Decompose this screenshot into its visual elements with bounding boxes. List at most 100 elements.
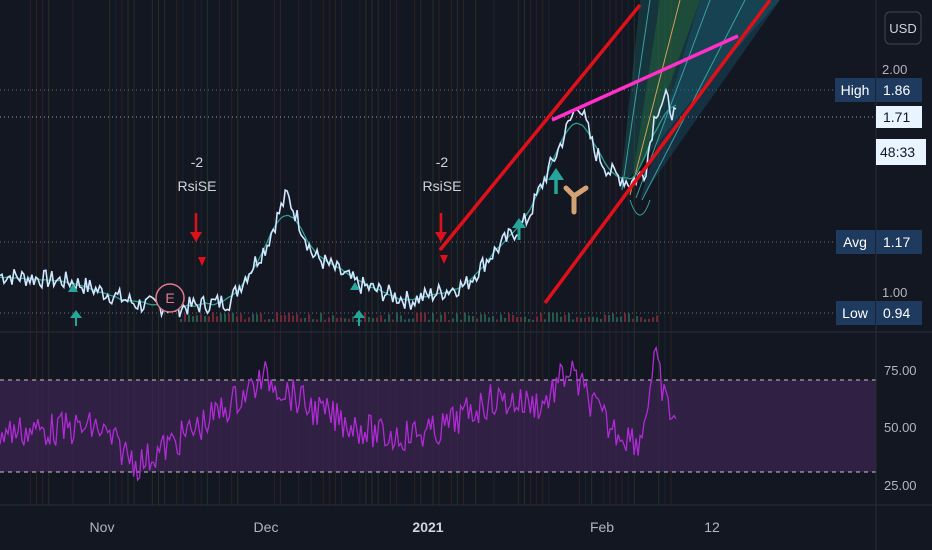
volume-bar xyxy=(600,319,602,322)
rsi-tick-75: 75.00 xyxy=(884,363,917,378)
volume-bar xyxy=(508,313,510,322)
volume-bar xyxy=(336,317,338,322)
volume-bar xyxy=(396,312,398,322)
volume-bar xyxy=(560,316,562,322)
avg-tag: Avg 1.17 xyxy=(836,230,922,254)
volume-bar xyxy=(228,313,230,322)
volume-bar xyxy=(340,317,342,322)
volume-bar xyxy=(616,317,618,322)
low-tag: Low 0.94 xyxy=(836,301,922,325)
high-tag-value: 1.86 xyxy=(883,82,910,98)
volume-bar xyxy=(656,315,658,322)
volume-bar xyxy=(552,312,554,322)
earnings-marker-label: E xyxy=(165,290,174,306)
volume-bar xyxy=(200,314,202,322)
volume-bar xyxy=(188,314,190,322)
volume-bar xyxy=(640,317,642,322)
volume-bar xyxy=(408,318,410,322)
volume-bar xyxy=(632,318,634,322)
volume-bars xyxy=(180,312,658,322)
volume-bar xyxy=(248,317,250,322)
volume-bar xyxy=(256,314,258,322)
volume-bar xyxy=(232,312,234,322)
x-tick-dec: Dec xyxy=(254,519,279,535)
volume-bar xyxy=(312,319,314,322)
rsi-line xyxy=(0,345,677,482)
volume-bar xyxy=(512,314,514,322)
volume-bar xyxy=(360,319,362,322)
volume-bar xyxy=(476,318,478,322)
signal-arrow-up-2 xyxy=(353,310,365,326)
volume-bar xyxy=(636,316,638,322)
signal-arrow-down-2 xyxy=(435,213,447,242)
volume-bar xyxy=(556,312,558,322)
volume-bar xyxy=(440,314,442,322)
moving-average-line xyxy=(0,104,677,309)
volume-bar xyxy=(208,316,210,322)
volume-bar xyxy=(568,312,570,322)
volume-bar xyxy=(464,312,466,322)
signal-arrow-up-1 xyxy=(70,310,82,326)
volume-bar xyxy=(500,314,502,322)
x-tick-2021: 2021 xyxy=(412,519,443,535)
volume-bar xyxy=(368,317,370,322)
volume-bar xyxy=(276,312,278,322)
trend-line xyxy=(551,34,739,122)
volume-bar xyxy=(592,316,594,322)
fan-overlay xyxy=(620,0,780,216)
channel-upper-line xyxy=(438,3,642,252)
volume-bar xyxy=(452,318,454,322)
volume-bar xyxy=(504,317,506,322)
volume-bar xyxy=(292,315,294,322)
signal-small-down-1 xyxy=(198,257,206,266)
volume-bar xyxy=(288,312,290,322)
volume-bar xyxy=(264,319,266,322)
currency-button[interactable]: USD xyxy=(884,11,922,45)
volume-bar xyxy=(204,316,206,322)
rsi-tick-50: 50.00 xyxy=(884,420,917,435)
volume-bar xyxy=(416,312,418,322)
signal-arrow-up-3 xyxy=(512,218,526,240)
volume-bar xyxy=(244,319,246,322)
volume-bar xyxy=(532,319,534,322)
x-tick-12: 12 xyxy=(704,519,720,535)
volume-bar xyxy=(392,319,394,322)
volume-bar xyxy=(644,319,646,322)
signal-arrow-up-5 xyxy=(68,284,78,292)
signal-arrow-up-4 xyxy=(548,168,564,194)
earnings-marker[interactable]: E xyxy=(155,283,185,313)
annotation-1-top: -2 xyxy=(191,154,204,170)
volume-bar xyxy=(380,315,382,322)
rsi-band xyxy=(0,380,876,472)
signal-arrow-down-1 xyxy=(190,213,202,242)
volume-bar xyxy=(424,312,426,322)
volume-bar xyxy=(628,313,630,322)
avg-tag-label: Avg xyxy=(843,234,867,250)
volume-bar xyxy=(240,313,242,322)
rsi-tick-25: 25.00 xyxy=(884,478,917,493)
volume-bar xyxy=(496,319,498,322)
volume-bar xyxy=(524,316,526,322)
volume-bar xyxy=(548,312,550,322)
volume-bar xyxy=(284,314,286,322)
volume-bar xyxy=(344,318,346,322)
annotation-2-bottom: RsiSE xyxy=(423,178,462,194)
volume-bar xyxy=(536,316,538,322)
x-tick-nov: Nov xyxy=(90,519,115,535)
volume-bar xyxy=(460,319,462,322)
volume-bar xyxy=(444,312,446,322)
avg-tag-value: 1.17 xyxy=(883,234,910,250)
high-tag: High 1.86 xyxy=(835,78,922,102)
y-tick-1-00: 1.00 xyxy=(882,285,907,300)
volume-bar xyxy=(652,317,654,322)
volume-bar xyxy=(400,315,402,322)
last-price-countdown: 48:33 xyxy=(880,144,915,160)
volume-bar xyxy=(596,317,598,322)
volume-bar xyxy=(356,319,358,322)
volume-bar xyxy=(484,314,486,322)
volume-bar xyxy=(584,317,586,322)
volume-bar xyxy=(180,318,182,322)
volume-bar xyxy=(516,317,518,322)
volume-bar xyxy=(428,319,430,322)
